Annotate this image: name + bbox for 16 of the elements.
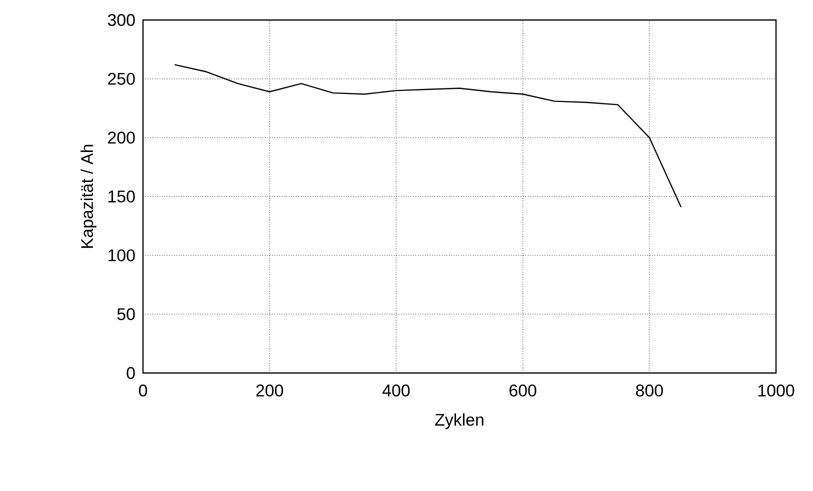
- y-tick-label: 300: [108, 14, 135, 26]
- y-tick-label: 100: [108, 249, 135, 262]
- x-tick-label: 1000: [758, 384, 794, 397]
- y-tick-label: 150: [108, 190, 135, 202]
- y-tick-label: 200: [108, 132, 135, 144]
- x-tick-label: 200: [256, 384, 284, 397]
- y-tick-label: 0: [126, 366, 135, 379]
- x-tick-label: 400: [382, 384, 410, 397]
- x-tick-label: 0: [138, 384, 148, 397]
- y-axis-title: Kapazität / Ah: [80, 144, 96, 248]
- y-tick-label: 250: [108, 72, 135, 85]
- y-tick-label: 50: [117, 308, 135, 320]
- x-tick-label: 800: [636, 384, 663, 397]
- x-axis-title: Zyklen: [435, 413, 484, 430]
- line-series: [174, 64, 682, 208]
- x-tick-label: 600: [510, 384, 536, 397]
